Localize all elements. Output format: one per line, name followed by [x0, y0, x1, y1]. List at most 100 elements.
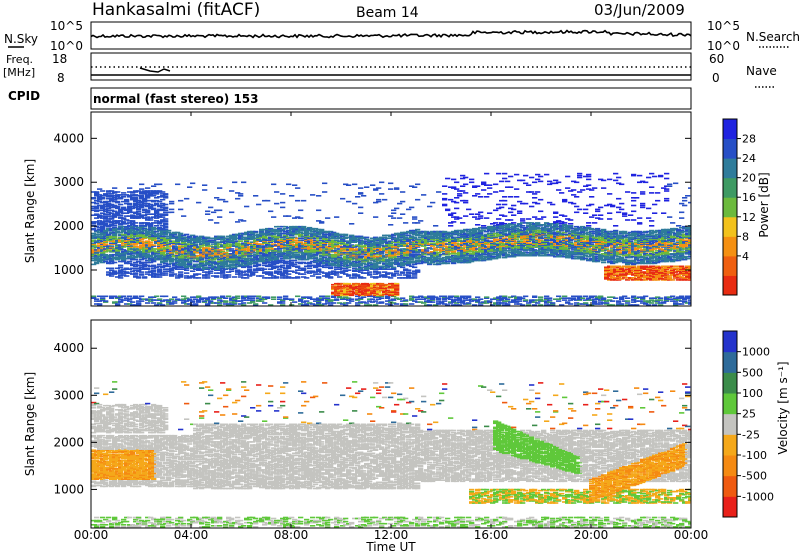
heatmap-cell: [409, 206, 415, 209]
heatmap-cell: [331, 302, 337, 304]
heatmap-cell: [151, 216, 157, 218]
heatmap-cell: [133, 253, 139, 255]
heatmap-cell: [406, 256, 412, 259]
heatmap-cell: [160, 304, 166, 306]
heatmap-cell: [151, 276, 157, 278]
heatmap-cell: [91, 250, 97, 252]
heatmap-cell: [343, 290, 349, 293]
heatmap-cell: [241, 232, 247, 235]
heatmap-cell: [364, 266, 370, 269]
heatmap-cell: [178, 264, 184, 267]
heatmap-cell: [217, 187, 223, 189]
heatmap-cell: [457, 229, 463, 232]
heatmap-cell: [469, 231, 475, 234]
heatmap-cell: [118, 271, 124, 273]
heatmap-cell: [118, 240, 124, 242]
heatmap-cell: [259, 232, 265, 235]
heatmap-cell: [91, 207, 97, 210]
heatmap-cell: [139, 253, 145, 255]
heatmap-cell: [154, 234, 160, 237]
heatmap-cell: [130, 224, 136, 226]
heatmap-cell: [241, 264, 247, 267]
heatmap-cell: [226, 259, 232, 262]
heatmap-cell: [172, 232, 178, 235]
heatmap-cell: [355, 292, 361, 295]
heatmap-cell: [376, 245, 382, 247]
heatmap-cell: [139, 204, 145, 207]
heatmap-cell: [295, 246, 301, 248]
heatmap-cell: [133, 261, 139, 264]
heatmap-cell: [337, 268, 343, 270]
heatmap-cell: [172, 250, 178, 252]
heatmap-cell: [286, 232, 292, 235]
heatmap-cell: [421, 296, 427, 298]
heatmap-cell: [121, 272, 127, 274]
heatmap-cell: [451, 242, 457, 244]
heatmap-cell: [139, 255, 145, 258]
heatmap-cell: [289, 236, 295, 239]
heatmap-cell: [370, 256, 376, 259]
heatmap-cell: [190, 252, 196, 254]
heatmap-cell: [139, 203, 145, 206]
heatmap-cell: [301, 229, 307, 232]
heatmap-cell: [100, 299, 106, 301]
heatmap-cell: [382, 274, 388, 276]
heatmap-cell: [334, 244, 340, 246]
heatmap-cell: [328, 251, 334, 253]
heatmap-cell: [469, 233, 475, 236]
heatmap-cell: [301, 226, 307, 229]
heatmap-cell: [325, 257, 331, 260]
heatmap-cell: [310, 246, 316, 248]
heatmap-cell: [223, 237, 229, 240]
heatmap-cell: [148, 236, 154, 239]
heatmap-cell: [451, 300, 457, 302]
heatmap-cell: [388, 253, 394, 255]
heatmap-cell: [391, 287, 397, 290]
heatmap-cell: [247, 299, 253, 301]
heatmap-cell: [337, 271, 343, 273]
heatmap-cell: [160, 231, 166, 234]
heatmap-cell: [172, 296, 178, 298]
heatmap-cell: [205, 263, 211, 266]
heatmap-cell: [310, 253, 316, 256]
heatmap-cell: [136, 231, 142, 234]
heatmap-cell: [331, 254, 337, 257]
heatmap-cell: [415, 269, 421, 271]
heatmap-cell: [94, 193, 100, 195]
heatmap-cell: [373, 268, 379, 270]
heatmap-cell: [178, 260, 184, 263]
heatmap-cell: [241, 253, 247, 256]
heatmap-cell: [385, 242, 391, 244]
heatmap-cell: [202, 237, 208, 240]
heatmap-cell: [316, 264, 322, 267]
heatmap-cell: [91, 214, 97, 216]
heatmap-cell: [304, 242, 310, 244]
heatmap-cell: [379, 283, 385, 286]
heatmap-cell: [346, 257, 352, 260]
heatmap-cell: [400, 262, 406, 265]
heatmap-cell: [154, 220, 160, 222]
heatmap-cell: [148, 259, 154, 262]
heatmap-cell: [286, 254, 292, 257]
heatmap-cell: [418, 231, 424, 234]
heatmap-cell: [295, 248, 301, 250]
heatmap-cell: [346, 299, 352, 301]
heatmap-cell: [472, 231, 478, 234]
heatmap-cell: [121, 274, 127, 276]
heatmap-cell: [265, 271, 271, 273]
heatmap-cell: [463, 192, 469, 194]
heatmap-cell: [229, 241, 235, 243]
heatmap-cell: [133, 195, 139, 197]
heatmap-cell: [145, 254, 151, 257]
heatmap-cell: [415, 254, 421, 257]
heatmap-cell: [346, 253, 352, 256]
heatmap-cell: [337, 240, 343, 242]
heatmap-cell: [472, 239, 478, 242]
noise-left-tick-bottom: 10^0: [50, 39, 83, 53]
heatmap-cell: [241, 249, 247, 251]
heatmap-cell: [304, 244, 310, 246]
heatmap-cell: [274, 257, 280, 260]
heatmap-cell: [394, 282, 400, 285]
heatmap-cell: [433, 296, 439, 298]
heatmap-cell: [196, 237, 202, 240]
